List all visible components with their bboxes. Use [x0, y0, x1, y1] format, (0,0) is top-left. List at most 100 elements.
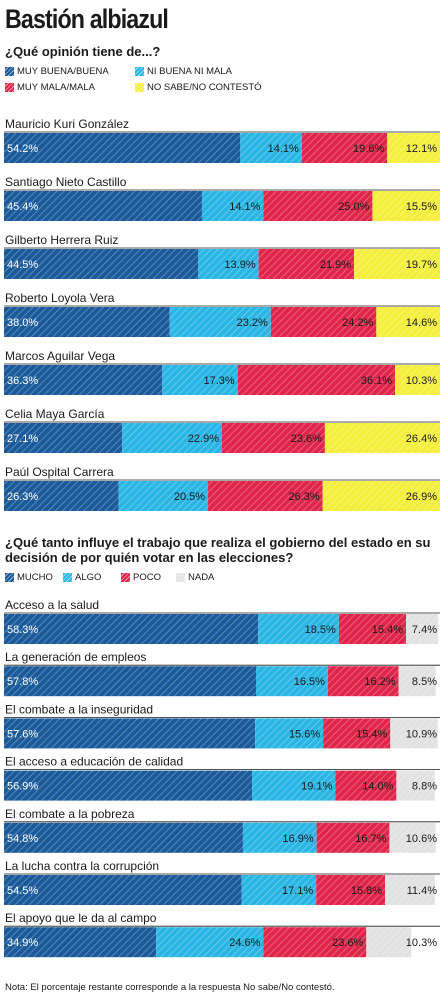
data-label: 14.1%	[268, 143, 299, 155]
data-label: 34.9%	[7, 937, 38, 949]
bar-segment	[208, 481, 323, 511]
data-label: 16.5%	[294, 676, 325, 688]
data-label: 14.6%	[406, 317, 437, 329]
bar-segment	[122, 423, 222, 453]
data-label: 16.9%	[282, 833, 313, 845]
data-label: 10.3%	[406, 937, 437, 949]
legend-label: ALGO	[75, 572, 102, 583]
page-title: Bastión albiazul	[5, 4, 169, 34]
legend-swatch	[135, 67, 144, 76]
data-label: 15.6%	[289, 728, 320, 740]
bar-segment	[316, 822, 390, 853]
data-label: 57.8%	[7, 676, 38, 688]
data-label: 19.7%	[406, 259, 437, 271]
bar-segment	[4, 481, 119, 511]
data-label: 56.9%	[7, 781, 38, 793]
legend-item: MUY MALA/MALA	[5, 82, 95, 93]
bar-segment	[335, 770, 397, 801]
legend-item: MUY BUENA/BUENA	[5, 66, 109, 77]
legend-label: MUY MALA/MALA	[17, 82, 95, 93]
bar-segment	[255, 718, 324, 749]
bar-segment	[405, 614, 439, 644]
data-label: 11.4%	[407, 885, 438, 897]
data-label: 25.0%	[338, 201, 369, 213]
data-label: 8.5%	[412, 676, 437, 688]
category-label: El combate a la pobreza	[5, 807, 135, 821]
bar-segment	[241, 875, 317, 905]
bar-segment	[270, 307, 377, 337]
data-label: 44.5%	[7, 259, 38, 271]
data-label: 10.9%	[406, 728, 437, 740]
data-label: 14.0%	[362, 781, 393, 793]
data-label: 14.1%	[229, 201, 260, 213]
bar-segment	[316, 875, 386, 905]
category-label: La lucha contra la corrupción	[5, 859, 159, 873]
data-label: 26.9%	[406, 491, 437, 503]
data-label: 23.6%	[332, 937, 363, 949]
category-label: Roberto Loyola Vera	[5, 291, 115, 305]
data-label: 54.2%	[7, 143, 38, 155]
chart2-question: ¿Qué tanto influye el trabajo que realiz…	[5, 535, 431, 565]
legend-swatch	[135, 83, 144, 92]
bar-segment	[4, 770, 253, 801]
data-label: 16.7%	[355, 833, 386, 845]
legend-swatch	[176, 573, 185, 582]
bar-segment	[322, 481, 440, 511]
bar-segment	[162, 365, 238, 395]
legend-item: NADA	[176, 572, 214, 583]
bar-segment	[4, 133, 241, 163]
data-label: 21.9%	[320, 259, 351, 271]
bar-segment	[4, 875, 242, 905]
data-label: 23.6%	[291, 433, 322, 445]
category-label: El combate a la inseguridad	[5, 702, 153, 716]
legend-label: NADA	[188, 572, 215, 583]
data-label: 19.6%	[353, 143, 384, 155]
bar-segment	[242, 822, 317, 853]
bar-segment	[395, 365, 440, 395]
category-label: Paúl Ospital Carrera	[5, 465, 114, 479]
bar-segment	[389, 822, 436, 853]
bar-segment	[4, 666, 257, 697]
data-label: 15.4%	[372, 624, 403, 636]
data-label: 10.3%	[406, 375, 437, 387]
bar-segment	[258, 614, 339, 644]
data-label: 13.9%	[224, 259, 255, 271]
bar-segment	[222, 423, 325, 453]
legend-swatch	[121, 573, 130, 582]
data-label: 24.6%	[229, 937, 260, 949]
bar-segment	[201, 191, 264, 221]
bar-segment	[4, 927, 157, 958]
bar-segment	[252, 770, 336, 801]
data-label: 54.5%	[7, 885, 38, 897]
legend-item: NO SABE/NO CONTESTÓ	[135, 82, 262, 93]
bar-segment	[301, 133, 388, 163]
legend-label: NO SABE/NO CONTESTÓ	[147, 82, 262, 93]
data-label: 54.8%	[7, 833, 38, 845]
legend-label: MUCHO	[17, 572, 53, 583]
bar-segment	[354, 249, 440, 279]
data-label: 36.1%	[361, 375, 392, 387]
category-label: Celia Maya García	[5, 407, 105, 421]
legend-label: NI BUENA NI MALA	[147, 66, 232, 77]
legend-swatch	[63, 573, 72, 582]
data-label: 38.0%	[7, 317, 38, 329]
bar-segment	[237, 365, 396, 395]
data-label: 22.9%	[188, 433, 219, 445]
data-label: 17.3%	[203, 375, 234, 387]
bar-segment	[4, 718, 256, 749]
data-label: 16.2%	[364, 676, 395, 688]
data-label: 15.8%	[351, 885, 382, 897]
data-label: 20.5%	[174, 491, 205, 503]
data-label: 19.1%	[301, 781, 332, 793]
bar-segment	[385, 875, 435, 905]
bar-segment	[324, 423, 440, 453]
category-label: La generación de empleos	[5, 650, 146, 664]
data-label: 26.4%	[406, 433, 437, 445]
bar-segment	[4, 249, 199, 279]
data-label: 23.2%	[237, 317, 268, 329]
bar-segment	[118, 481, 209, 511]
data-label: 36.3%	[7, 375, 38, 387]
bar-segment	[198, 249, 259, 279]
data-label: 18.5%	[305, 624, 336, 636]
data-label: 27.1%	[7, 433, 38, 445]
